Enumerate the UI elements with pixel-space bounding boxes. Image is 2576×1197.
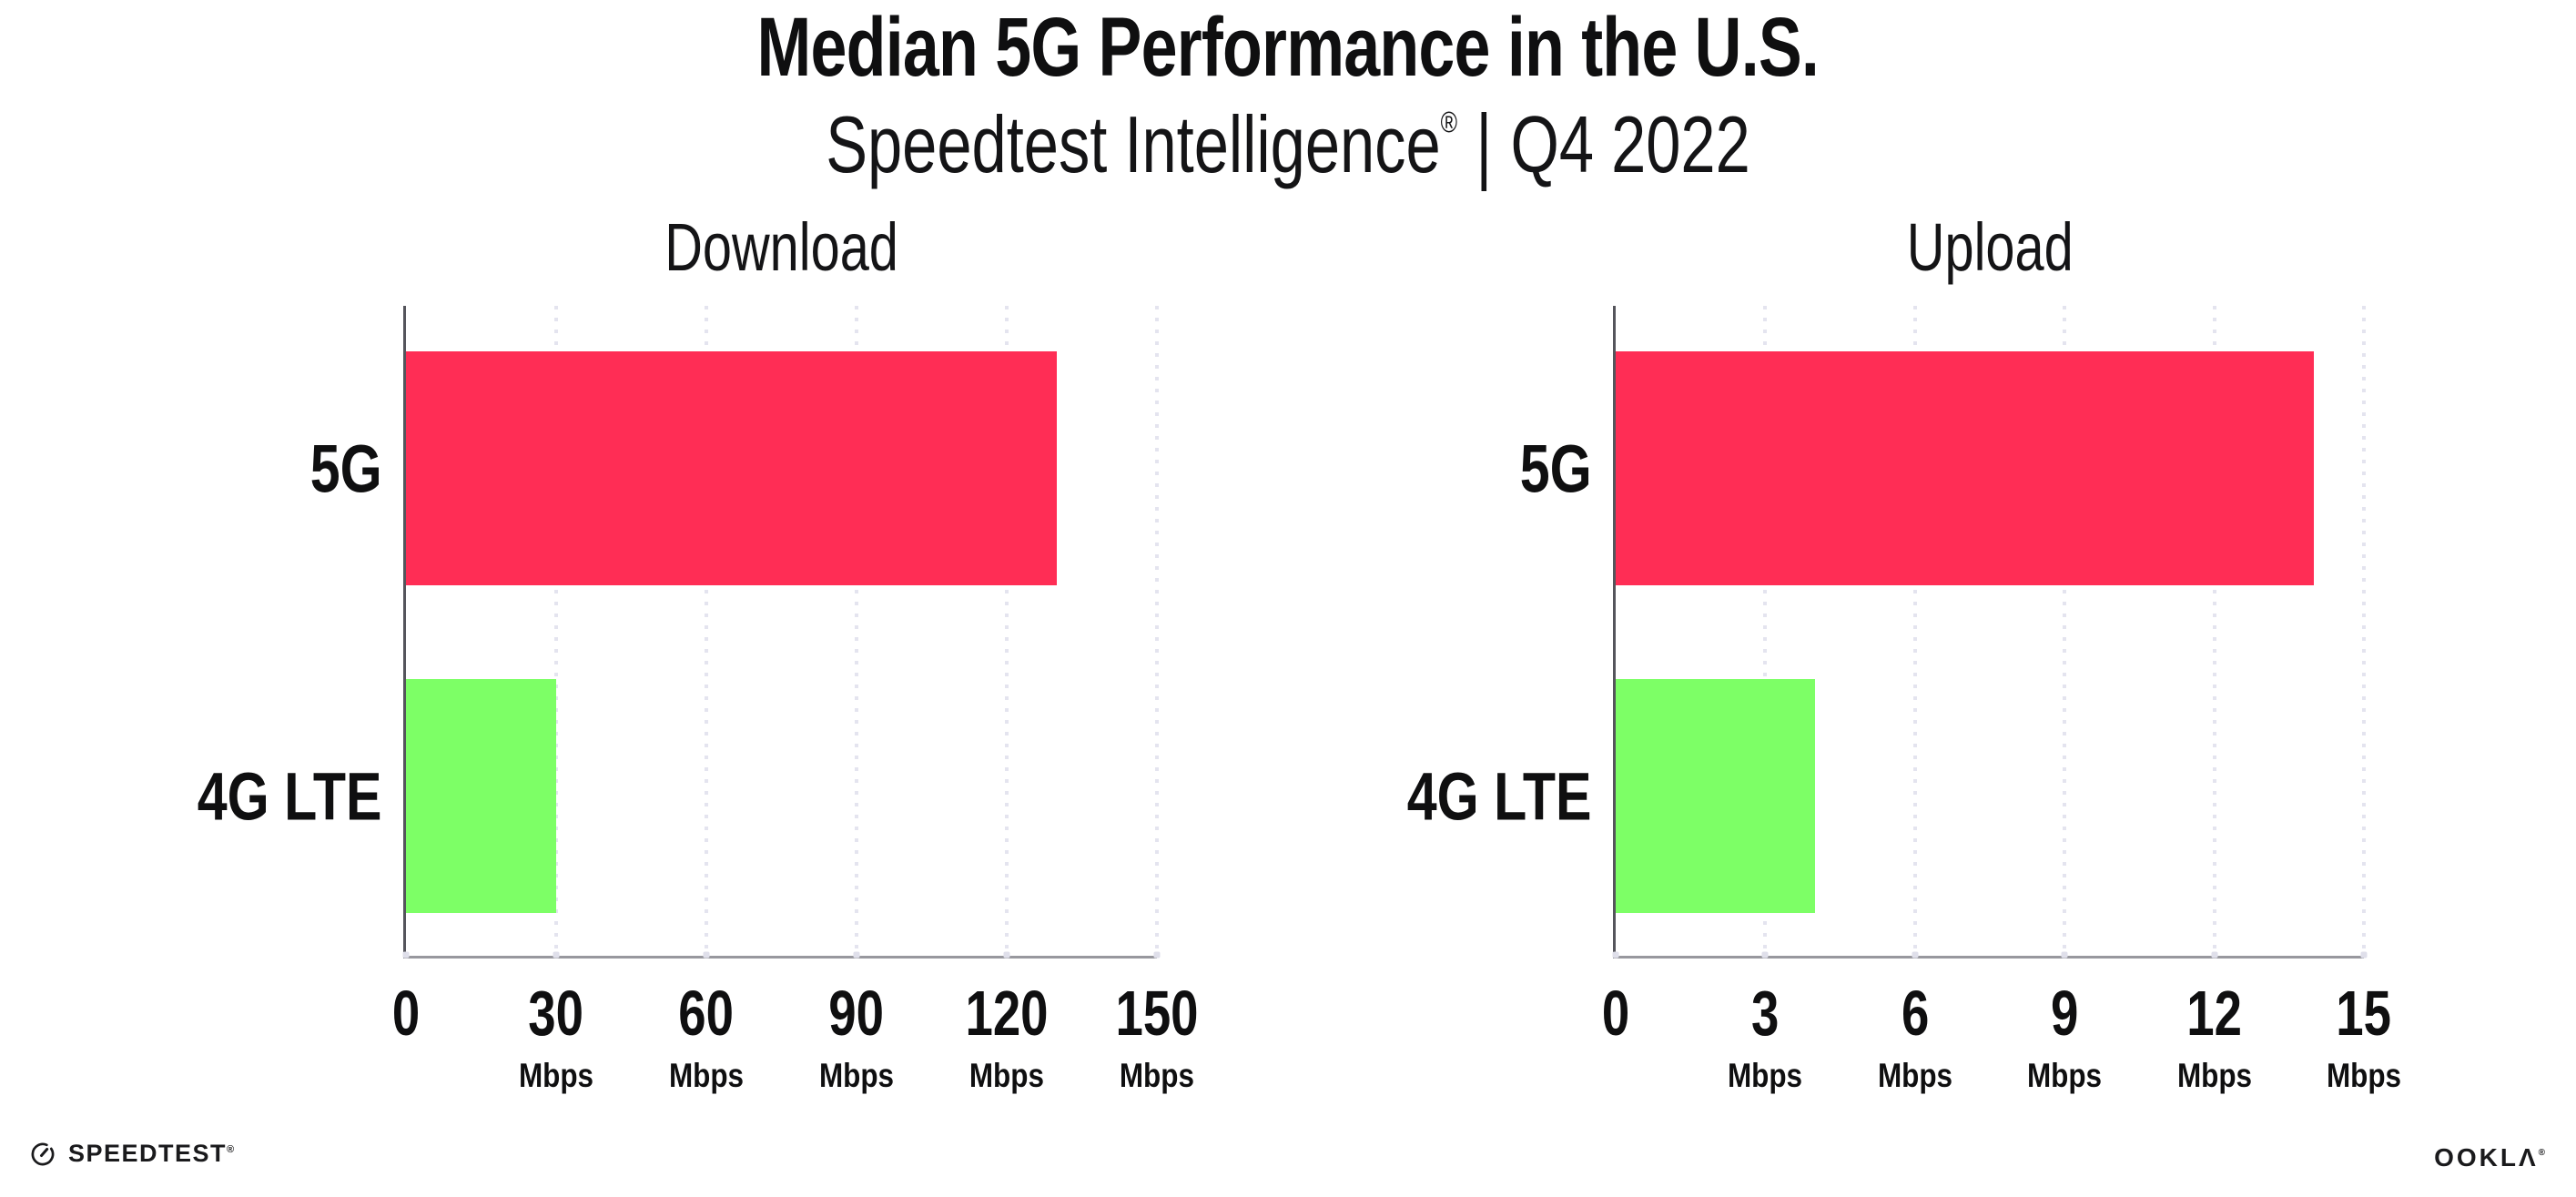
bar-5g-download [406, 351, 1057, 585]
axis-tick-dot-30 [553, 951, 560, 959]
x-tick-value: 0 [391, 978, 421, 1049]
axis-tick-dot-60 [703, 951, 710, 959]
gridline-x-30 [554, 306, 558, 956]
x-tick-unit: Mbps [2027, 1056, 2103, 1094]
x-tick-value: 30 [528, 978, 584, 1049]
x-tick-unit: Mbps [2176, 1056, 2252, 1094]
speedtest-wordmark: SPEEDTEST® [68, 1140, 235, 1167]
bar-5g-upload [1616, 351, 2315, 585]
x-tick-value: 60 [678, 978, 735, 1049]
gridline-x-9 [2063, 306, 2067, 956]
x-tick-label-60: 60 Mbps [663, 978, 751, 1094]
x-tick-value: 9 [2050, 978, 2079, 1049]
bar-4g-lte-download [406, 679, 556, 913]
x-tick-unit: Mbps [2326, 1056, 2402, 1094]
x-tick-label-15: 15 Mbps [2320, 978, 2409, 1094]
registered-mark: ® [2538, 1148, 2545, 1158]
x-tick-value: 150 [1115, 978, 1199, 1049]
x-tick-unit: Mbps [818, 1056, 895, 1094]
x-tick-label-30: 30 Mbps [512, 978, 601, 1094]
x-tick-label-90: 90 Mbps [813, 978, 901, 1094]
x-tick-label-9: 9 Mbps [2021, 978, 2109, 1094]
x-tick-value: 3 [1751, 978, 1780, 1049]
gridline-x-6 [1912, 306, 1917, 956]
registered-mark: ® [227, 1144, 235, 1155]
page-subtitle: Speedtest Intelligence® | Q4 2022 [0, 96, 2576, 192]
category-label-4g-lte: 4G LTE [1361, 757, 1592, 835]
page-title-text: Median 5G Performance in the U.S. [756, 1, 1820, 94]
gridline-x-120 [1005, 306, 1009, 956]
axis-tick-dot-15 [2360, 951, 2368, 959]
axis-tick-dot-6 [1912, 951, 1919, 959]
x-tick-value: 0 [1601, 978, 1630, 1049]
axis-tick-dot-9 [2061, 951, 2068, 959]
bar-4g-lte-upload [1616, 679, 1816, 913]
x-tick-value: 6 [1901, 978, 1929, 1049]
x-tick-unit: Mbps [668, 1056, 745, 1094]
category-label-text: 5G [1520, 431, 1592, 506]
subtitle-period: Q4 2022 [1510, 98, 1750, 189]
category-label-5g: 5G [1502, 430, 1592, 507]
gridline-x-60 [705, 306, 708, 956]
speedtest-logo: SPEEDTEST® [30, 1140, 234, 1168]
axis-tick-dot-120 [1003, 951, 1010, 959]
chart-title-download: Download [664, 209, 898, 285]
axis-tick-dot-3 [1761, 951, 1769, 959]
page-subtitle-text: Speedtest Intelligence® | Q4 2022 [826, 96, 1750, 192]
x-tick-unit: Mbps [1119, 1056, 1195, 1094]
axis-tick-dot-0 [1612, 951, 1619, 959]
gridline-x-3 [1763, 306, 1768, 956]
x-tick-value: 12 [2186, 978, 2242, 1049]
category-label-4g-lte: 4G LTE [151, 757, 382, 835]
category-label-text: 4G LTE [1407, 758, 1592, 834]
x-tick-label-150: 150 Mbps [1104, 978, 1211, 1094]
x-tick-label-12: 12 Mbps [2170, 978, 2258, 1094]
x-tick-unit: Mbps [969, 1056, 1045, 1094]
x-tick-label-120: 120 Mbps [954, 978, 1060, 1094]
speedtest-gauge-icon [31, 1142, 55, 1165]
registered-mark: ® [1440, 105, 1458, 138]
x-tick-label-6: 6 Mbps [1871, 978, 1959, 1094]
x-tick-unit: Mbps [1877, 1056, 1952, 1094]
category-label-text: 5G [310, 431, 382, 506]
x-tick-unit: Mbps [518, 1056, 594, 1094]
axis-tick-dot-150 [1153, 951, 1161, 959]
ookla-wordmark: OOKLΛ® [2434, 1143, 2545, 1172]
x-tick-value: 120 [965, 978, 1049, 1049]
ookla-logo: OOKLΛ® [2434, 1143, 2545, 1172]
chart-header: Median 5G Performance in the U.S. Speedt… [0, 4, 2576, 192]
category-label-5g: 5G [292, 430, 382, 507]
gridline-x-150 [1155, 306, 1159, 956]
chart-panel-download: Download 0 30 Mbps 60 Mbps 90 Mbps 120 Mbps 150 Mb… [198, 209, 1198, 1092]
category-label-text: 4G LTE [198, 758, 382, 834]
x-tick-label-0: 0 [389, 978, 424, 1049]
x-tick-value: 90 [828, 978, 885, 1049]
axis-tick-dot-90 [853, 951, 860, 959]
subtitle-separator: | [1476, 96, 1493, 192]
gridline-x-12 [2212, 306, 2216, 956]
page-title: Median 5G Performance in the U.S. [0, 4, 2576, 92]
subtitle-brand: Speedtest Intelligence [826, 98, 1441, 189]
x-tick-label-0: 0 [1598, 978, 1634, 1049]
chart-panel-upload: Upload 0 3 Mbps 6 Mbps 9 Mbps 12 Mbps 15 Mbps 5G 4G … [1407, 209, 2401, 1092]
gridline-x-15 [2362, 306, 2366, 956]
x-tick-value: 15 [2336, 978, 2392, 1049]
gridline-x-90 [855, 306, 858, 956]
x-tick-unit: Mbps [1728, 1056, 1803, 1094]
x-tick-label-3: 3 Mbps [1721, 978, 1810, 1094]
axis-tick-dot-0 [402, 951, 410, 959]
chart-title-upload: Upload [1906, 209, 2074, 285]
axis-tick-dot-12 [2211, 951, 2218, 959]
